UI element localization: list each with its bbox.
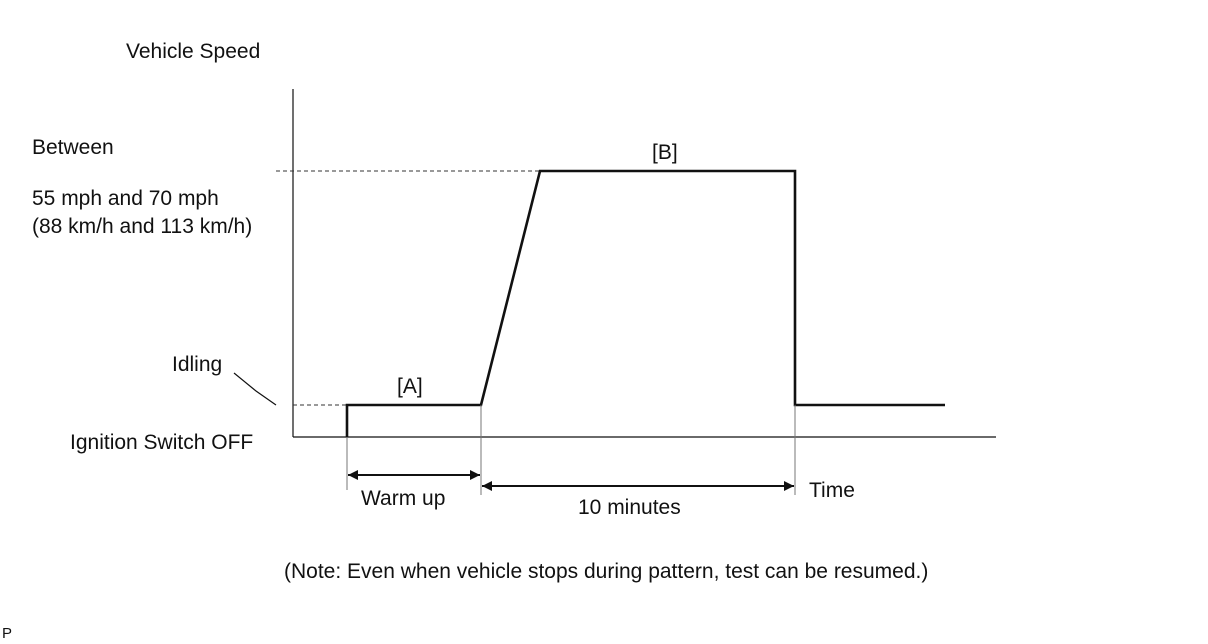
idling-leader-line xyxy=(233,372,277,406)
speed-kmh-label: (88 km/h and 113 km/h) xyxy=(32,215,252,238)
corner-mark: P xyxy=(2,625,12,642)
note-text: (Note: Even when vehicle stops during pa… xyxy=(284,560,928,583)
phase-b-label: [B] xyxy=(652,141,678,164)
speed-between-label: Between xyxy=(32,136,114,159)
warm-up-label: Warm up xyxy=(361,487,445,510)
idling-label: Idling xyxy=(172,353,222,376)
phase-a-label: [A] xyxy=(397,375,423,398)
x-axis-label: Time xyxy=(809,479,855,502)
speed-profile-line xyxy=(345,169,945,437)
y-axis-label: Vehicle Speed xyxy=(126,40,260,63)
speed-mph-label: 55 mph and 70 mph xyxy=(32,187,219,210)
ten-minutes-label: 10 minutes xyxy=(578,496,681,519)
ignition-off-label: Ignition Switch OFF xyxy=(70,431,253,454)
